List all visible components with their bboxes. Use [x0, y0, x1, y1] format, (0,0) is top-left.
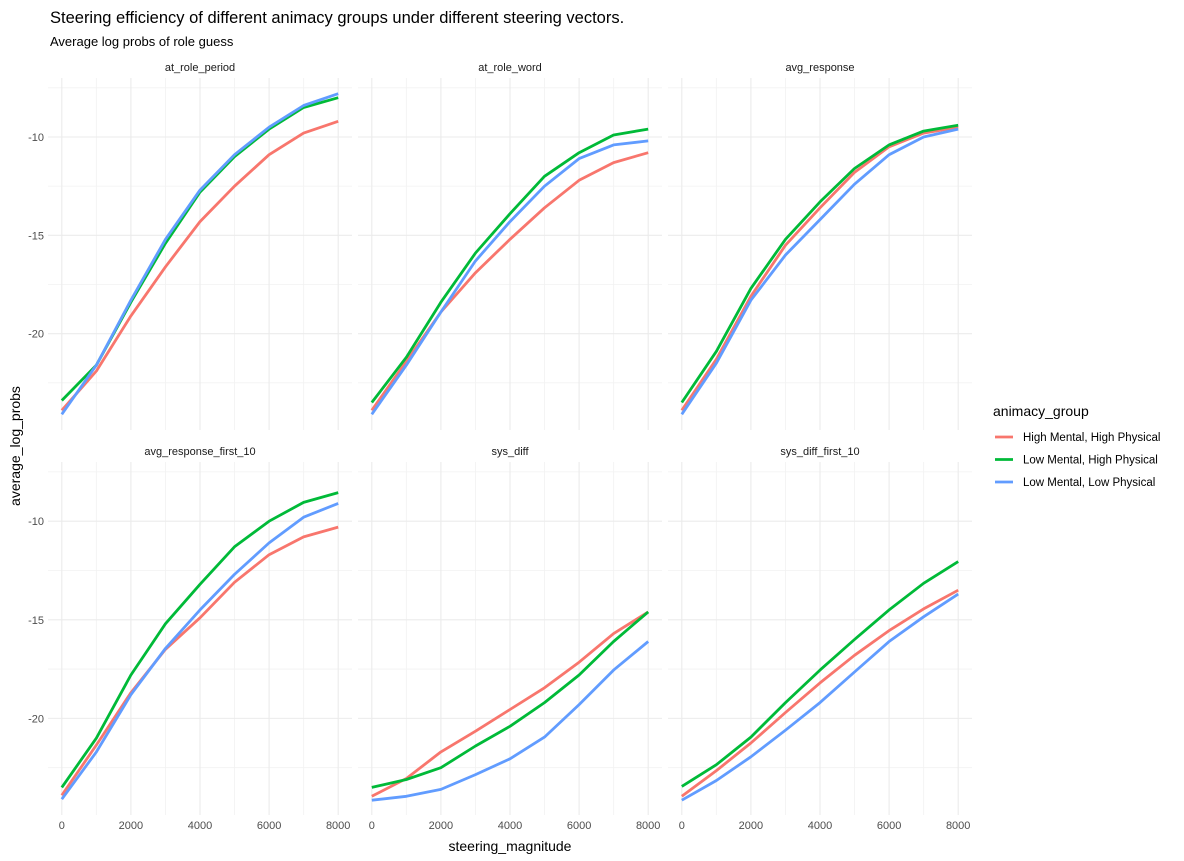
facet-strip-label: avg_response: [785, 62, 854, 74]
series-line-low-mental-low-physical: [680, 127, 959, 416]
y-tick-label: -15: [28, 615, 44, 627]
legend-item: Low Mental, Low Physical: [995, 477, 1155, 489]
x-tick-label: 4000: [188, 820, 212, 832]
x-tick-label: 4000: [808, 820, 832, 832]
x-tick-label: 6000: [257, 820, 281, 832]
x-tick-label: 0: [59, 820, 65, 832]
x-axis-title: steering_magnitude: [449, 838, 572, 854]
x-tick-label: 2000: [119, 820, 143, 832]
y-tick-label: -10: [28, 516, 44, 528]
series-line-low-mental-low-physical: [60, 502, 339, 801]
facet-strip-label: avg_response_first_10: [144, 446, 255, 458]
series-line-high-mental-high-physical: [680, 588, 959, 798]
series-line-low-mental-high-physical: [60, 491, 339, 789]
series-line-high-mental-high-physical: [680, 125, 959, 412]
x-tick-label: 8000: [326, 820, 350, 832]
x-tick-label: 2000: [429, 820, 453, 832]
facet-panel-sys_diff_first_10: sys_diff_first_10 0 2000 4000 6000 8000: [668, 446, 972, 832]
legend-item: High Mental, High Physical: [995, 432, 1160, 444]
x-tick-label: 2000: [739, 820, 763, 832]
legend-label: Low Mental, High Physical: [1023, 455, 1158, 467]
series-line-low-mental-high-physical: [370, 127, 649, 404]
legend-item: Low Mental, High Physical: [995, 455, 1158, 467]
series-line-high-mental-high-physical: [60, 525, 339, 797]
y-tick-label: -20: [28, 713, 44, 725]
facet-panel-at_role_period: at_role_period -20 -15 -10: [28, 62, 352, 430]
legend-label: Low Mental, Low Physical: [1023, 477, 1155, 489]
legend: animacy_group High Mental, High Physical…: [993, 403, 1160, 489]
series-line-high-mental-high-physical: [371, 610, 649, 798]
series-line-low-mental-high-physical: [681, 560, 959, 788]
facet-panel-avg_response_first_10: avg_response_first_10 -20 -15 -10 0 2000 4000 6…: [28, 446, 352, 832]
facet-panel-sys_diff: sys_diff 0 2000 4000 6000 8000: [358, 446, 662, 832]
series-line-low-mental-high-physical: [371, 610, 650, 789]
chart-title: Steering efficiency of different animacy…: [50, 9, 624, 27]
facet-strip-label: at_role_period: [165, 62, 235, 74]
facet-strip-label: at_role_word: [478, 62, 542, 74]
series-line-low-mental-low-physical: [60, 92, 339, 416]
x-tick-label: 6000: [567, 820, 591, 832]
y-tick-label: -20: [28, 329, 44, 341]
series-line-high-mental-high-physical: [60, 119, 339, 412]
x-tick-label: 0: [679, 820, 685, 832]
facet-strip-label: sys_diff: [491, 446, 529, 458]
x-tick-label: 0: [369, 820, 375, 832]
facet-strip-label: sys_diff_first_10: [780, 446, 859, 458]
legend-title: animacy_group: [993, 403, 1089, 419]
facet-panel-avg_response: avg_response: [668, 62, 972, 430]
series-line-low-mental-low-physical: [681, 592, 959, 802]
series-line-low-mental-low-physical: [370, 139, 649, 416]
x-tick-label: 8000: [946, 820, 970, 832]
x-tick-label: 8000: [636, 820, 660, 832]
y-axis-title: average_log_probs: [7, 386, 23, 506]
series-line-low-mental-low-physical: [371, 640, 650, 802]
series-line-high-mental-high-physical: [370, 151, 649, 412]
legend-label: High Mental, High Physical: [1023, 432, 1160, 444]
x-tick-label: 4000: [498, 820, 522, 832]
facet-panel-at_role_word: at_role_word: [358, 62, 662, 430]
y-tick-label: -10: [28, 132, 44, 144]
y-tick-label: -15: [28, 230, 44, 242]
chart-subtitle: Average log probs of role guess: [50, 34, 234, 49]
series-line-low-mental-high-physical: [680, 123, 959, 404]
x-tick-label: 6000: [877, 820, 901, 832]
